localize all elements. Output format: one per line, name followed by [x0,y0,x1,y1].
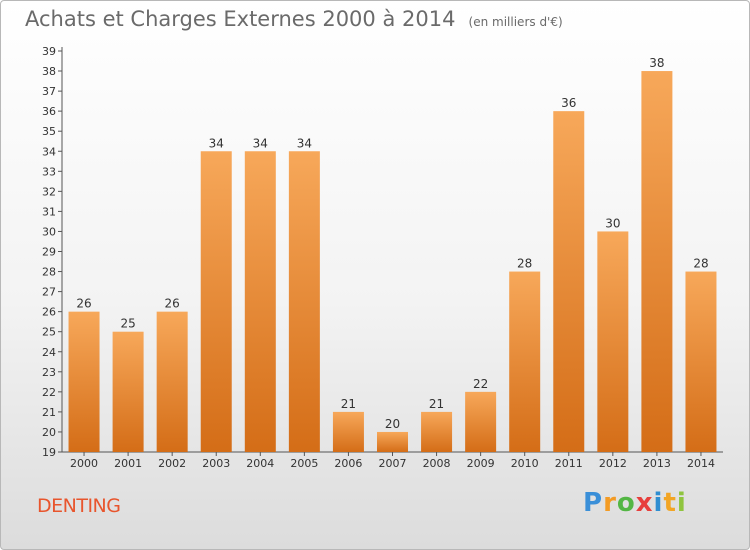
y-tick-label: 27 [42,286,56,299]
chart-title-unit: (en milliers d'€) [468,15,563,29]
data-label: 26 [76,297,91,311]
x-tick-label: 2010 [511,457,539,470]
bar [332,411,364,452]
x-tick-label: 2004 [246,457,274,470]
bar [288,151,320,452]
logo-letter: r [603,488,617,518]
y-tick-label: 36 [42,105,56,118]
bar [112,331,144,452]
x-tick-label: 2003 [202,457,230,470]
y-tick-label: 33 [42,165,56,178]
chart-title: Achats et Charges Externes 2000 à 2014 (… [25,7,563,31]
x-tick-label: 2014 [687,457,715,470]
data-label: 26 [165,297,180,311]
x-tick-label: 2000 [70,457,98,470]
y-tick-label: 19 [42,446,56,459]
bar [421,411,453,452]
data-label: 28 [693,257,708,271]
bar [597,231,629,452]
proxiti-logo[interactable]: Proxiti [583,488,687,518]
y-tick-label: 23 [42,366,56,379]
logo-letter: t [663,488,677,518]
y-tick-label: 38 [42,65,56,78]
x-tick-label: 2006 [334,457,362,470]
bar [200,151,232,452]
data-label: 20 [385,417,400,431]
bar [509,271,541,452]
y-tick-label: 21 [42,406,56,419]
data-label: 30 [605,216,620,230]
y-tick-label: 24 [42,346,56,359]
bar [465,391,497,452]
tick-labels: 19 20 21 22 23 24 25 26 27 28 29 30 31 32 33 34 35 36 37 38… [42,45,715,470]
logo-letter: x [635,488,654,518]
y-tick-label: 31 [42,205,56,218]
x-tick-label: 2005 [290,457,318,470]
logo-letter: o [616,488,636,518]
x-tick-label: 2008 [423,457,451,470]
data-label: 22 [473,377,488,391]
logo-letter: i [653,488,664,518]
bar [377,431,408,452]
bars [68,71,717,453]
x-tick-label: 2012 [599,457,627,470]
y-tick-label: 34 [42,145,56,158]
x-tick-label: 2013 [643,457,671,470]
data-label: 34 [297,136,312,150]
y-tick-label: 28 [42,266,56,279]
y-tick-label: 26 [42,306,56,319]
x-tick-label: 2011 [555,457,583,470]
data-label: 21 [429,397,444,411]
x-tick-label: 2007 [379,457,407,470]
x-tick-label: 2001 [114,457,142,470]
bar [68,311,100,452]
logo-letter: i [676,488,687,518]
y-tick-label: 29 [42,246,56,259]
chart-title-main: Achats et Charges Externes 2000 à 2014 [25,7,456,31]
bar [156,311,188,452]
bar [641,71,673,453]
data-labels: 26 25 26 34 34 34 21 20 21 22 28 36 30 38 28 [76,56,708,431]
data-label: 25 [120,317,135,331]
data-label: 34 [253,136,268,150]
y-tick-label: 32 [42,185,56,198]
y-tick-label: 22 [42,386,56,399]
data-label: 28 [517,257,532,271]
y-tick-label: 37 [42,85,56,98]
data-label: 34 [209,136,224,150]
data-label: 21 [341,397,356,411]
x-tick-label: 2009 [467,457,495,470]
y-tick-label: 35 [42,125,56,138]
bar [685,271,717,452]
y-tick-label: 20 [42,426,56,439]
bar [244,151,276,452]
data-label: 36 [561,96,576,110]
y-tick-label: 30 [42,225,56,238]
commune-name: DENTING [37,495,121,517]
logo-letter: P [583,488,604,518]
y-tick-label: 25 [42,326,56,339]
bar [553,111,585,453]
y-tick-label: 39 [42,45,56,58]
data-label: 38 [649,56,664,70]
x-tick-label: 2002 [158,457,186,470]
